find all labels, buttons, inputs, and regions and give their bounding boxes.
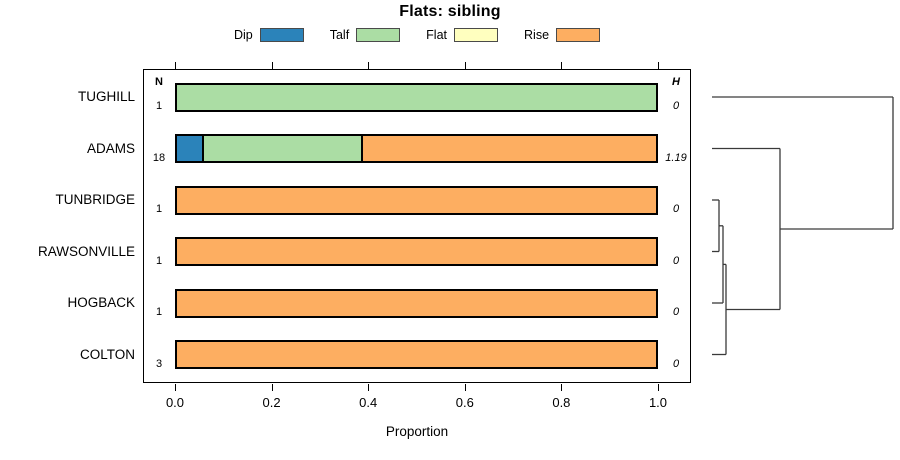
h-column-header: H bbox=[672, 76, 680, 88]
bar-adams bbox=[175, 134, 658, 163]
x-tick-top bbox=[175, 62, 176, 69]
n-value: 1 bbox=[155, 203, 163, 215]
row-label-rawsonville: RAWSONVILLE bbox=[37, 243, 135, 259]
n-value: 3 bbox=[155, 357, 163, 370]
x-tick-top bbox=[271, 62, 273, 69]
n-column-header: N bbox=[155, 76, 163, 88]
legend-swatch-rise bbox=[556, 28, 601, 42]
bar-segment-rise bbox=[177, 239, 656, 264]
legend-label: Talf bbox=[329, 27, 350, 42]
legend-swatch-dip bbox=[259, 28, 304, 42]
row-label-tunbridge: TUNBRIDGE bbox=[55, 192, 135, 207]
x-tick-bottom bbox=[464, 384, 466, 391]
bar-segment-rise bbox=[177, 342, 656, 367]
bar-segment-talf bbox=[177, 84, 656, 110]
x-axis-title: Proportion bbox=[385, 424, 449, 439]
legend-item-talf: Talf bbox=[329, 27, 401, 42]
h-value: 0 bbox=[672, 100, 680, 112]
x-tick-bottom bbox=[368, 384, 370, 391]
x-tick-label: 0.0 bbox=[165, 395, 185, 410]
legend-label: Flat bbox=[426, 27, 448, 42]
row-label-adams: ADAMS bbox=[86, 140, 135, 156]
x-tick-top bbox=[658, 62, 659, 69]
h-value: 0 bbox=[672, 306, 680, 318]
row-label-tughill: TUGHILL bbox=[77, 89, 135, 104]
legend-item-flat: Flat bbox=[426, 27, 499, 42]
legend-swatch-talf bbox=[356, 28, 401, 42]
bar-tughill bbox=[175, 82, 658, 112]
chart-title: Flats: sibling bbox=[399, 3, 501, 20]
bar-segment-talf bbox=[203, 136, 364, 161]
row-label-hogback: HOGBACK bbox=[67, 295, 135, 310]
legend: Dip Talf Flat Rise bbox=[143, 26, 691, 44]
x-tick-top bbox=[561, 62, 563, 69]
x-tick-label: 0.4 bbox=[359, 395, 378, 410]
legend-item-dip: Dip bbox=[234, 28, 304, 42]
bar-hogback bbox=[175, 288, 658, 318]
x-tick-bottom bbox=[561, 384, 563, 391]
x-tick-label: 1.0 bbox=[648, 395, 668, 410]
bar-segment-rise bbox=[363, 136, 656, 161]
plot-area-border bbox=[143, 69, 691, 383]
n-value: 18 bbox=[152, 151, 166, 164]
x-tick-bottom bbox=[175, 384, 176, 391]
legend-label: Rise bbox=[524, 27, 550, 42]
bar-rawsonville bbox=[175, 237, 658, 266]
n-value: 1 bbox=[155, 100, 163, 112]
legend-item-rise: Rise bbox=[524, 27, 601, 42]
h-value: 0 bbox=[672, 357, 680, 370]
row-label-colton: COLTON bbox=[79, 346, 135, 362]
x-tick-bottom bbox=[271, 384, 273, 391]
x-tick-top bbox=[464, 62, 466, 69]
bar-segment-rise bbox=[177, 187, 656, 213]
bar-colton bbox=[175, 340, 658, 369]
h-value: 0 bbox=[672, 203, 680, 215]
x-tick-label: 0.6 bbox=[455, 395, 474, 410]
h-value: 0 bbox=[672, 254, 680, 267]
n-value: 1 bbox=[155, 254, 163, 267]
legend-label: Dip bbox=[233, 27, 253, 42]
x-tick-label: 0.2 bbox=[262, 395, 281, 410]
legend-swatch-flat bbox=[454, 28, 499, 42]
x-tick-label: 0.8 bbox=[552, 395, 571, 410]
x-tick-bottom bbox=[658, 384, 659, 391]
bar-tunbridge bbox=[175, 185, 658, 215]
n-value: 1 bbox=[155, 306, 163, 318]
bar-segment-dip bbox=[177, 136, 204, 161]
bar-segment-rise bbox=[177, 290, 656, 316]
x-tick-top bbox=[368, 62, 370, 69]
h-value: 1.19 bbox=[665, 151, 687, 164]
